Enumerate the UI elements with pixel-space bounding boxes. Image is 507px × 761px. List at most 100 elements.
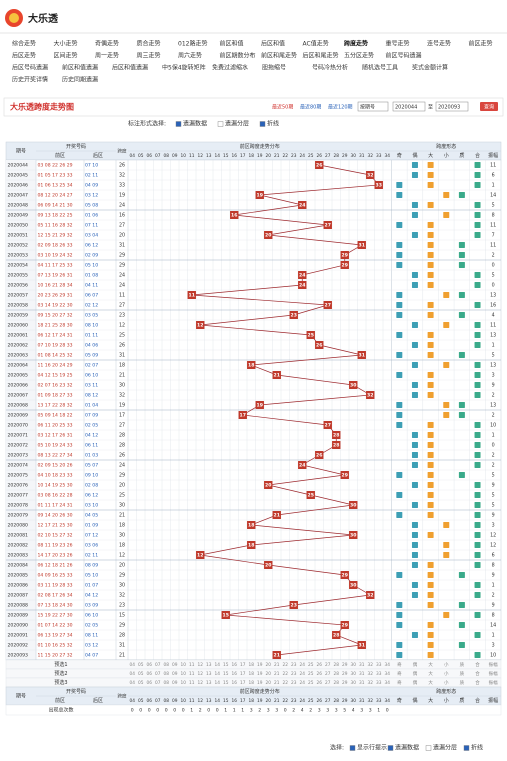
preset-number[interactable]: 11 (189, 671, 195, 677)
preset-number[interactable]: 33 (376, 662, 382, 668)
preset-number[interactable]: 13 (206, 662, 212, 668)
preset-number[interactable]: 13 (206, 680, 212, 686)
preset-number[interactable]: 16 (232, 680, 238, 686)
preset-number[interactable]: 11 (189, 680, 195, 686)
query-button[interactable] (480, 102, 498, 111)
preset-form[interactable]: 偶 (413, 661, 418, 668)
preset-number[interactable]: 26 (317, 680, 323, 686)
preset-number[interactable]: 19 (257, 671, 263, 677)
preset-number[interactable]: 15 (223, 671, 229, 677)
nav-link[interactable]: 随机选号工具 (362, 64, 398, 72)
checkbox-label[interactable]: 遗漏数据 (395, 744, 419, 752)
nav-link[interactable]: 质合走势 (137, 40, 161, 48)
nav-link[interactable]: 跨度走势 (344, 40, 368, 48)
preset-number[interactable]: 29 (342, 671, 348, 677)
preset-number[interactable]: 14 (215, 671, 221, 677)
preset-number[interactable]: 06 (147, 662, 153, 668)
preset-number[interactable]: 09 (172, 671, 178, 677)
checkbox[interactable] (175, 121, 182, 127)
mode-select[interactable] (357, 101, 389, 112)
nav-link[interactable]: 区间走势 (54, 52, 78, 60)
range-link[interactable]: 最近50期 (272, 104, 293, 111)
preset-number[interactable]: 27 (325, 671, 331, 677)
preset-number[interactable]: 14 (215, 680, 221, 686)
preset-number[interactable]: 07 (155, 662, 161, 668)
preset-number[interactable]: 28 (334, 680, 340, 686)
preset-number[interactable]: 13 (206, 671, 212, 677)
preset-form[interactable]: 奇 (397, 661, 402, 668)
nav-link[interactable]: 前区期数分布 (220, 52, 256, 60)
preset-number[interactable]: 24 (300, 662, 306, 668)
preset-number[interactable]: 32 (368, 680, 374, 686)
checkbox[interactable] (387, 745, 394, 751)
checkbox-label[interactable]: 遗漏数据 (183, 120, 207, 128)
preset-number[interactable]: 12 (198, 680, 204, 686)
preset-form[interactable]: 质 (460, 661, 465, 668)
preset-number[interactable]: 17 (240, 680, 246, 686)
range-link[interactable]: 最近120期 (328, 104, 353, 111)
nav-link[interactable]: 012路走势 (178, 40, 207, 48)
preset-number[interactable]: 28 (334, 662, 340, 668)
preset-form[interactable]: 奇 (397, 679, 402, 686)
preset-number[interactable]: 25 (308, 662, 314, 668)
preset-number[interactable]: 30 (351, 680, 357, 686)
preset-number[interactable]: 07 (155, 680, 161, 686)
preset-number[interactable]: 07 (155, 671, 161, 677)
preset-number[interactable]: 20 (266, 680, 272, 686)
preset-number[interactable]: 10 (181, 680, 187, 686)
nav-link[interactable]: 奇偶走势 (95, 40, 119, 48)
preset-number[interactable]: 22 (283, 671, 289, 677)
nav-link[interactable]: 重号走势 (386, 40, 410, 48)
preset-number[interactable]: 18 (249, 680, 255, 686)
checkbox-label[interactable]: 遗漏分层 (433, 744, 457, 752)
preset-form[interactable]: 奇 (397, 670, 402, 677)
preset-number[interactable]: 31 (359, 662, 365, 668)
preset-number[interactable]: 19 (257, 662, 263, 668)
preset-number[interactable]: 18 (249, 671, 255, 677)
preset-number[interactable]: 11 (189, 662, 195, 668)
preset-form[interactable]: 偶 (413, 679, 418, 686)
preset-number[interactable]: 10 (181, 662, 187, 668)
preset-number[interactable]: 24 (300, 680, 306, 686)
preset-form[interactable]: 合 (475, 679, 480, 686)
nav-link[interactable]: 奖式金额计算 (412, 64, 448, 72)
checkbox[interactable] (259, 121, 266, 127)
preset-number[interactable]: 18 (249, 662, 255, 668)
from-input[interactable] (392, 101, 426, 112)
preset-number[interactable]: 08 (164, 671, 170, 677)
preset-number[interactable]: 17 (240, 671, 246, 677)
preset-number[interactable]: 30 (351, 671, 357, 677)
preset-number[interactable]: 20 (266, 662, 272, 668)
preset-number[interactable]: 31 (359, 671, 365, 677)
nav-link[interactable]: 周六走势 (178, 52, 202, 60)
preset-number[interactable]: 26 (317, 671, 323, 677)
preset-form[interactable]: 小 (444, 679, 449, 686)
nav-link[interactable]: 周一走势 (95, 52, 119, 60)
nav-link[interactable]: 号码冷热分析 (312, 64, 348, 72)
nav-link[interactable]: 前区和尾走势 (261, 52, 297, 60)
preset-number[interactable]: 17 (240, 662, 246, 668)
preset-form[interactable]: 大 (428, 679, 433, 686)
nav-link[interactable]: 历史同期遗漏 (62, 76, 98, 84)
preset-form[interactable]: 合 (475, 670, 480, 677)
preset-number[interactable]: 22 (283, 662, 289, 668)
checkbox[interactable] (463, 745, 470, 751)
preset-number[interactable]: 26 (317, 662, 323, 668)
nav-link[interactable]: 后区和值遗漏 (112, 64, 148, 72)
preset-number[interactable]: 25 (308, 680, 314, 686)
checkbox[interactable] (217, 121, 224, 127)
checkbox[interactable] (425, 745, 432, 751)
preset-number[interactable]: 08 (164, 662, 170, 668)
preset-number[interactable]: 27 (325, 680, 331, 686)
preset-number[interactable]: 25 (308, 671, 314, 677)
preset-number[interactable]: 15 (223, 680, 229, 686)
range-link[interactable]: 最近80期 (300, 104, 321, 111)
preset-form[interactable]: 小 (444, 661, 449, 668)
preset-number[interactable]: 34 (385, 680, 391, 686)
preset-form[interactable]: 振幅 (489, 661, 498, 668)
preset-number[interactable]: 23 (291, 662, 297, 668)
preset-number[interactable]: 23 (291, 671, 297, 677)
nav-link[interactable]: 五分区走势 (344, 52, 374, 60)
preset-number[interactable]: 21 (274, 680, 280, 686)
preset-number[interactable]: 20 (266, 671, 272, 677)
